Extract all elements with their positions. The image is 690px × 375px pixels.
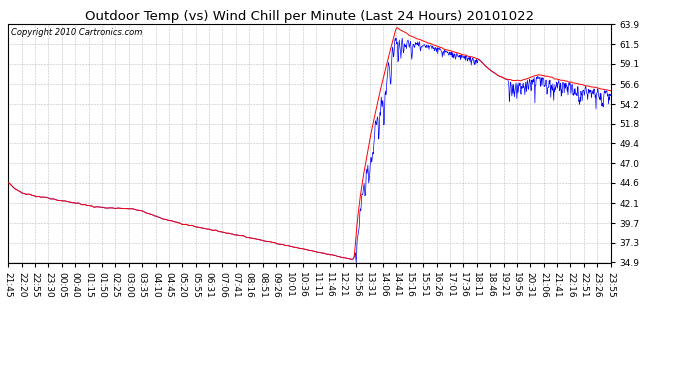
Title: Outdoor Temp (vs) Wind Chill per Minute (Last 24 Hours) 20101022: Outdoor Temp (vs) Wind Chill per Minute … [85,10,534,23]
Text: Copyright 2010 Cartronics.com: Copyright 2010 Cartronics.com [10,28,142,37]
